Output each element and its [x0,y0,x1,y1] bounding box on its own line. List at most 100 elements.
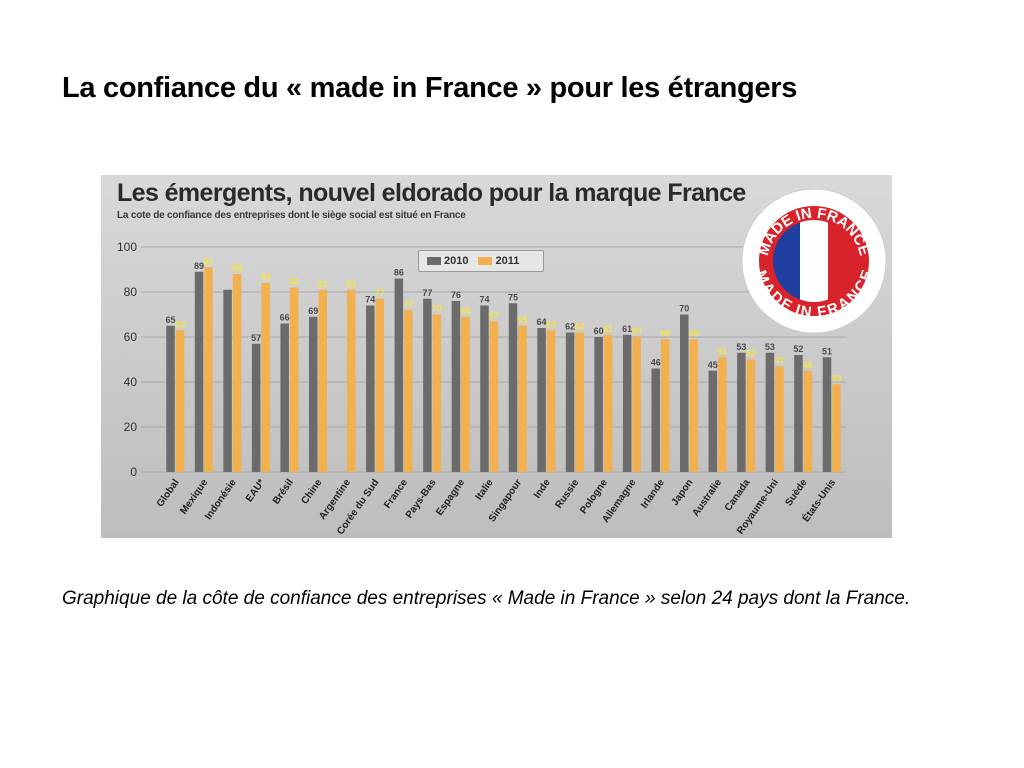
value-label-2011: 69 [460,306,470,316]
bar-2010 [394,278,404,472]
value-label-2010: 76 [451,290,461,300]
bar-2011 [489,321,499,472]
x-category-label: Chine [299,477,324,506]
y-tick-label: 80 [124,285,138,299]
bar-2010 [451,301,461,472]
bar-2011 [803,370,813,472]
bar-2011 [432,314,442,472]
value-label-2011: 50 [746,349,756,359]
bar-2011 [261,283,270,472]
made-in-france-badge: MADE IN FRANCE MADE IN FRANCE [741,188,887,334]
value-label-2011: 82 [289,277,299,287]
bar-2010 [822,357,832,472]
value-label-2010: 51 [822,346,832,356]
legend-label-2010: 2010 [444,255,469,267]
value-label-2010: 60 [594,326,604,336]
x-category-label: Espagne [434,477,467,518]
value-label-2011: 67 [489,310,499,320]
value-label-2011: 88 [232,263,242,273]
x-category-label: EAU* [244,477,267,504]
value-label-2010: 69 [308,306,318,316]
legend-swatch-2010 [427,257,441,265]
x-category-label: Australie [690,477,724,519]
value-label-2011: 61 [603,324,613,334]
value-label-2010: 52 [793,344,803,354]
bar-2010 [166,325,175,472]
x-category-label: Canada [723,477,753,513]
x-category-label: Suède [783,477,809,508]
chart-legend: 2010 2011 [418,250,544,272]
value-label-2011: 63 [546,319,556,329]
x-category-label: Inde [532,477,553,501]
bar-2010 [480,305,489,472]
bar-2010 [508,303,518,472]
legend-label-2011: 2011 [495,255,520,267]
x-category-label: Brésil [271,477,296,506]
bar-2011 [603,334,613,472]
value-label-2010: 86 [394,268,404,278]
value-label-2010: 66 [280,313,290,323]
bar-2010 [651,368,660,472]
y-tick-label: 40 [124,375,138,389]
value-label-2010: 61 [622,324,632,334]
x-category-label: France [382,477,410,511]
x-category-label: Italie [474,477,496,502]
bar-2010 [308,316,318,472]
value-label-2011: 65 [518,315,528,325]
chart-image: 65 63 89 91 88 57 84 66 82 69 81 81 74 77 86 72 77 70 76 69… [101,175,892,538]
bar-2010 [251,343,261,472]
value-label-2011: 59 [660,328,670,338]
value-label-2011: 63 [175,319,185,329]
bar-2011 [347,289,356,472]
value-label-2011: 91 [204,256,214,266]
value-label-2011: 39 [831,373,841,383]
value-label-2011: 77 [375,288,385,298]
value-label-2010: 65 [166,315,176,325]
y-tick-label: 100 [117,240,137,254]
y-tick-label: 60 [124,330,138,344]
legend-item-2011: 2011 [478,255,519,267]
bar-2011 [546,330,556,472]
legend-swatch-2011 [478,257,493,265]
value-label-2011: 47 [774,355,784,365]
value-label-2011: 45 [803,360,813,370]
bar-2010 [423,298,432,472]
bar-2011 [318,289,327,472]
bar-2011 [689,339,699,472]
value-label-2010: 53 [765,342,775,352]
value-label-2010: 46 [651,358,661,368]
bar-2010 [680,314,689,472]
value-label-2011: 84 [261,272,271,282]
bar-2010 [594,337,603,472]
value-label-2010: 74 [365,295,375,305]
value-label-2011: 81 [318,279,328,289]
bar-2011 [375,298,385,472]
value-label-2010: 57 [251,333,261,343]
bar-2011 [746,359,756,472]
bar-2010 [565,332,575,472]
bar-2010 [537,328,546,472]
bar-2011 [404,310,413,472]
bar-2011 [461,316,470,472]
y-tick-label: 0 [130,465,137,479]
bar-2010 [366,305,375,472]
bar-2010 [194,271,204,472]
legend-item-2010: 2010 [427,255,468,267]
value-label-2011: 59 [689,328,699,338]
value-label-2010: 75 [508,292,518,302]
x-category-label: Russie [553,477,581,511]
bar-2011 [775,366,784,472]
x-category-label: Global [155,477,182,509]
bar-2010 [223,289,232,472]
y-tick-label: 20 [124,420,138,434]
bar-2011 [175,330,185,472]
value-label-2010: 89 [194,261,204,271]
bar-2010 [765,352,775,472]
bar-2011 [204,267,213,472]
chart-subtitle: La cote de confiance des entreprises don… [117,210,466,221]
bar-2010 [280,323,289,472]
bar-2011 [660,339,670,472]
bar-2010 [708,370,718,472]
slide-caption: Graphique de la côte de confiance des en… [62,588,911,609]
